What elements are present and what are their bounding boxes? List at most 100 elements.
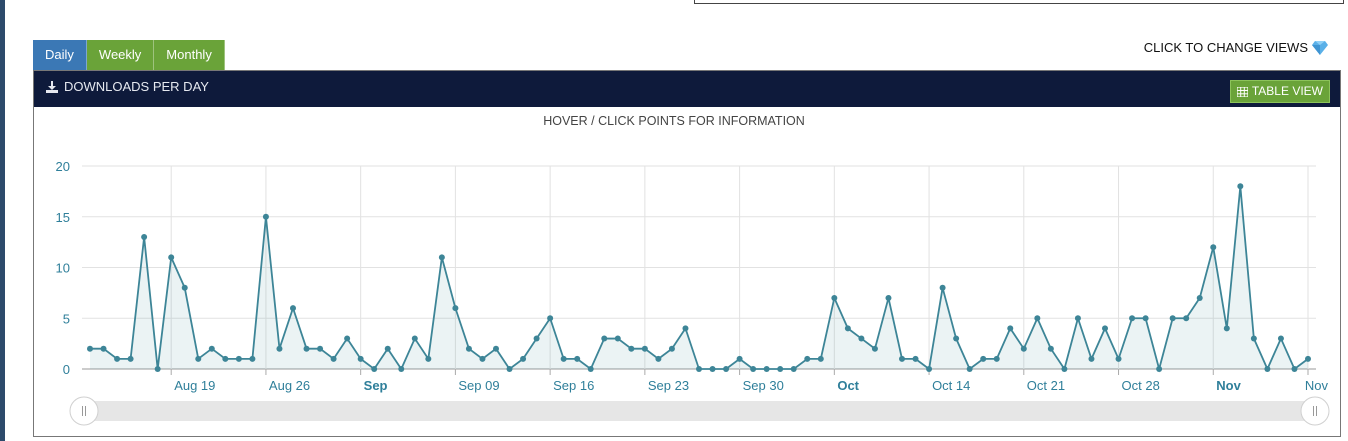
data-point — [966, 366, 973, 372]
data-point — [100, 345, 107, 352]
data-point — [168, 254, 175, 261]
left-edge-strip — [0, 0, 5, 441]
data-point — [465, 345, 472, 352]
data-point — [181, 284, 188, 291]
data-point — [844, 325, 851, 332]
data-point — [276, 345, 283, 352]
data-point — [1291, 366, 1298, 372]
tab-weekly[interactable]: Weekly — [86, 40, 155, 70]
change-views-text: CLICK TO CHANGE VIEWS — [1143, 40, 1308, 55]
data-point — [777, 366, 784, 372]
x-tick-label: Nov — [1305, 378, 1329, 393]
data-point — [222, 355, 229, 362]
gem-icon — [1312, 40, 1328, 55]
top-box-edge — [694, 0, 1344, 4]
data-point — [262, 213, 269, 220]
x-tick-label: Oct 14 — [932, 378, 970, 393]
x-tick-label: Nov — [1216, 378, 1241, 393]
data-point — [493, 345, 499, 352]
data-point — [1074, 315, 1081, 322]
data-point — [1183, 315, 1190, 322]
data-point — [249, 355, 256, 362]
data-point — [452, 305, 459, 312]
data-point — [1264, 366, 1271, 372]
data-point — [330, 355, 337, 362]
data-point — [993, 355, 1000, 362]
y-tick-label: 10 — [56, 261, 70, 276]
data-point — [141, 234, 148, 241]
data-point — [1277, 335, 1284, 342]
range-slider-handle[interactable] — [1300, 396, 1330, 426]
data-point — [533, 335, 540, 342]
data-point — [1102, 325, 1108, 332]
x-tick-label: Oct 21 — [1027, 378, 1065, 393]
data-point — [1156, 366, 1163, 372]
y-tick-label: 0 — [63, 362, 70, 377]
data-point — [1223, 325, 1230, 332]
data-point — [790, 366, 797, 372]
data-point — [587, 366, 594, 372]
data-point — [953, 335, 960, 342]
panel-header: DOWNLOADS PER DAY TABLE VIEW — [34, 71, 1340, 107]
x-tick-label: Aug 19 — [174, 378, 215, 393]
panel-title-text: DOWNLOADS PER DAY — [64, 79, 209, 94]
data-point — [1034, 315, 1041, 322]
data-point — [980, 355, 987, 362]
data-point — [1237, 183, 1244, 190]
table-view-label: TABLE VIEW — [1251, 84, 1323, 98]
data-point — [858, 335, 865, 342]
data-point — [1007, 325, 1014, 332]
data-point — [506, 366, 513, 372]
data-point — [899, 355, 905, 362]
range-slider-handle[interactable] — [69, 396, 99, 426]
data-point — [601, 335, 608, 342]
tab-daily[interactable]: Daily — [33, 40, 87, 70]
data-point — [195, 355, 202, 362]
data-point — [885, 294, 892, 301]
tab-monthly[interactable]: Monthly — [154, 40, 225, 70]
view-tabs: Daily Weekly Monthly — [33, 40, 225, 70]
data-point — [357, 355, 364, 362]
data-point — [926, 366, 933, 372]
x-tick-label: Oct — [837, 378, 859, 393]
data-point — [411, 335, 418, 342]
x-tick-label: Oct 28 — [1122, 378, 1160, 393]
x-tick-label: Sep 23 — [648, 378, 689, 393]
change-views-hint: CLICK TO CHANGE VIEWS — [1144, 40, 1328, 55]
data-point — [371, 366, 378, 372]
data-point — [114, 355, 121, 362]
chart-subtitle: HOVER / CLICK POINTS FOR INFORMATION — [543, 114, 805, 128]
data-point — [1129, 315, 1136, 322]
x-tick-label: Sep 30 — [743, 378, 784, 393]
data-point — [1250, 335, 1257, 342]
data-point — [1088, 355, 1095, 362]
x-tick-label: Sep 09 — [458, 378, 499, 393]
data-point — [763, 366, 770, 372]
data-point — [235, 355, 242, 362]
data-point — [1169, 315, 1176, 322]
downloads-panel: DOWNLOADS PER DAY TABLE VIEW — [33, 70, 1341, 437]
data-point — [303, 345, 310, 352]
data-point — [384, 345, 391, 352]
data-point — [668, 345, 675, 352]
data-point — [1305, 355, 1311, 362]
data-point — [1210, 244, 1217, 251]
range-slider-track — [84, 401, 1315, 421]
table-view-button[interactable]: TABLE VIEW — [1229, 80, 1330, 103]
data-point — [1196, 294, 1203, 301]
data-point — [127, 355, 134, 362]
data-point — [831, 294, 838, 301]
table-icon — [1236, 86, 1248, 97]
data-point — [425, 355, 432, 362]
y-tick-label: 5 — [63, 311, 70, 326]
x-tick-label: Aug 26 — [269, 378, 310, 393]
data-point — [696, 366, 702, 372]
data-point — [479, 355, 486, 362]
data-point — [628, 345, 635, 352]
data-point — [641, 345, 648, 352]
data-point — [939, 284, 946, 291]
data-point — [520, 355, 527, 362]
data-point — [154, 366, 161, 372]
data-point — [547, 315, 554, 322]
